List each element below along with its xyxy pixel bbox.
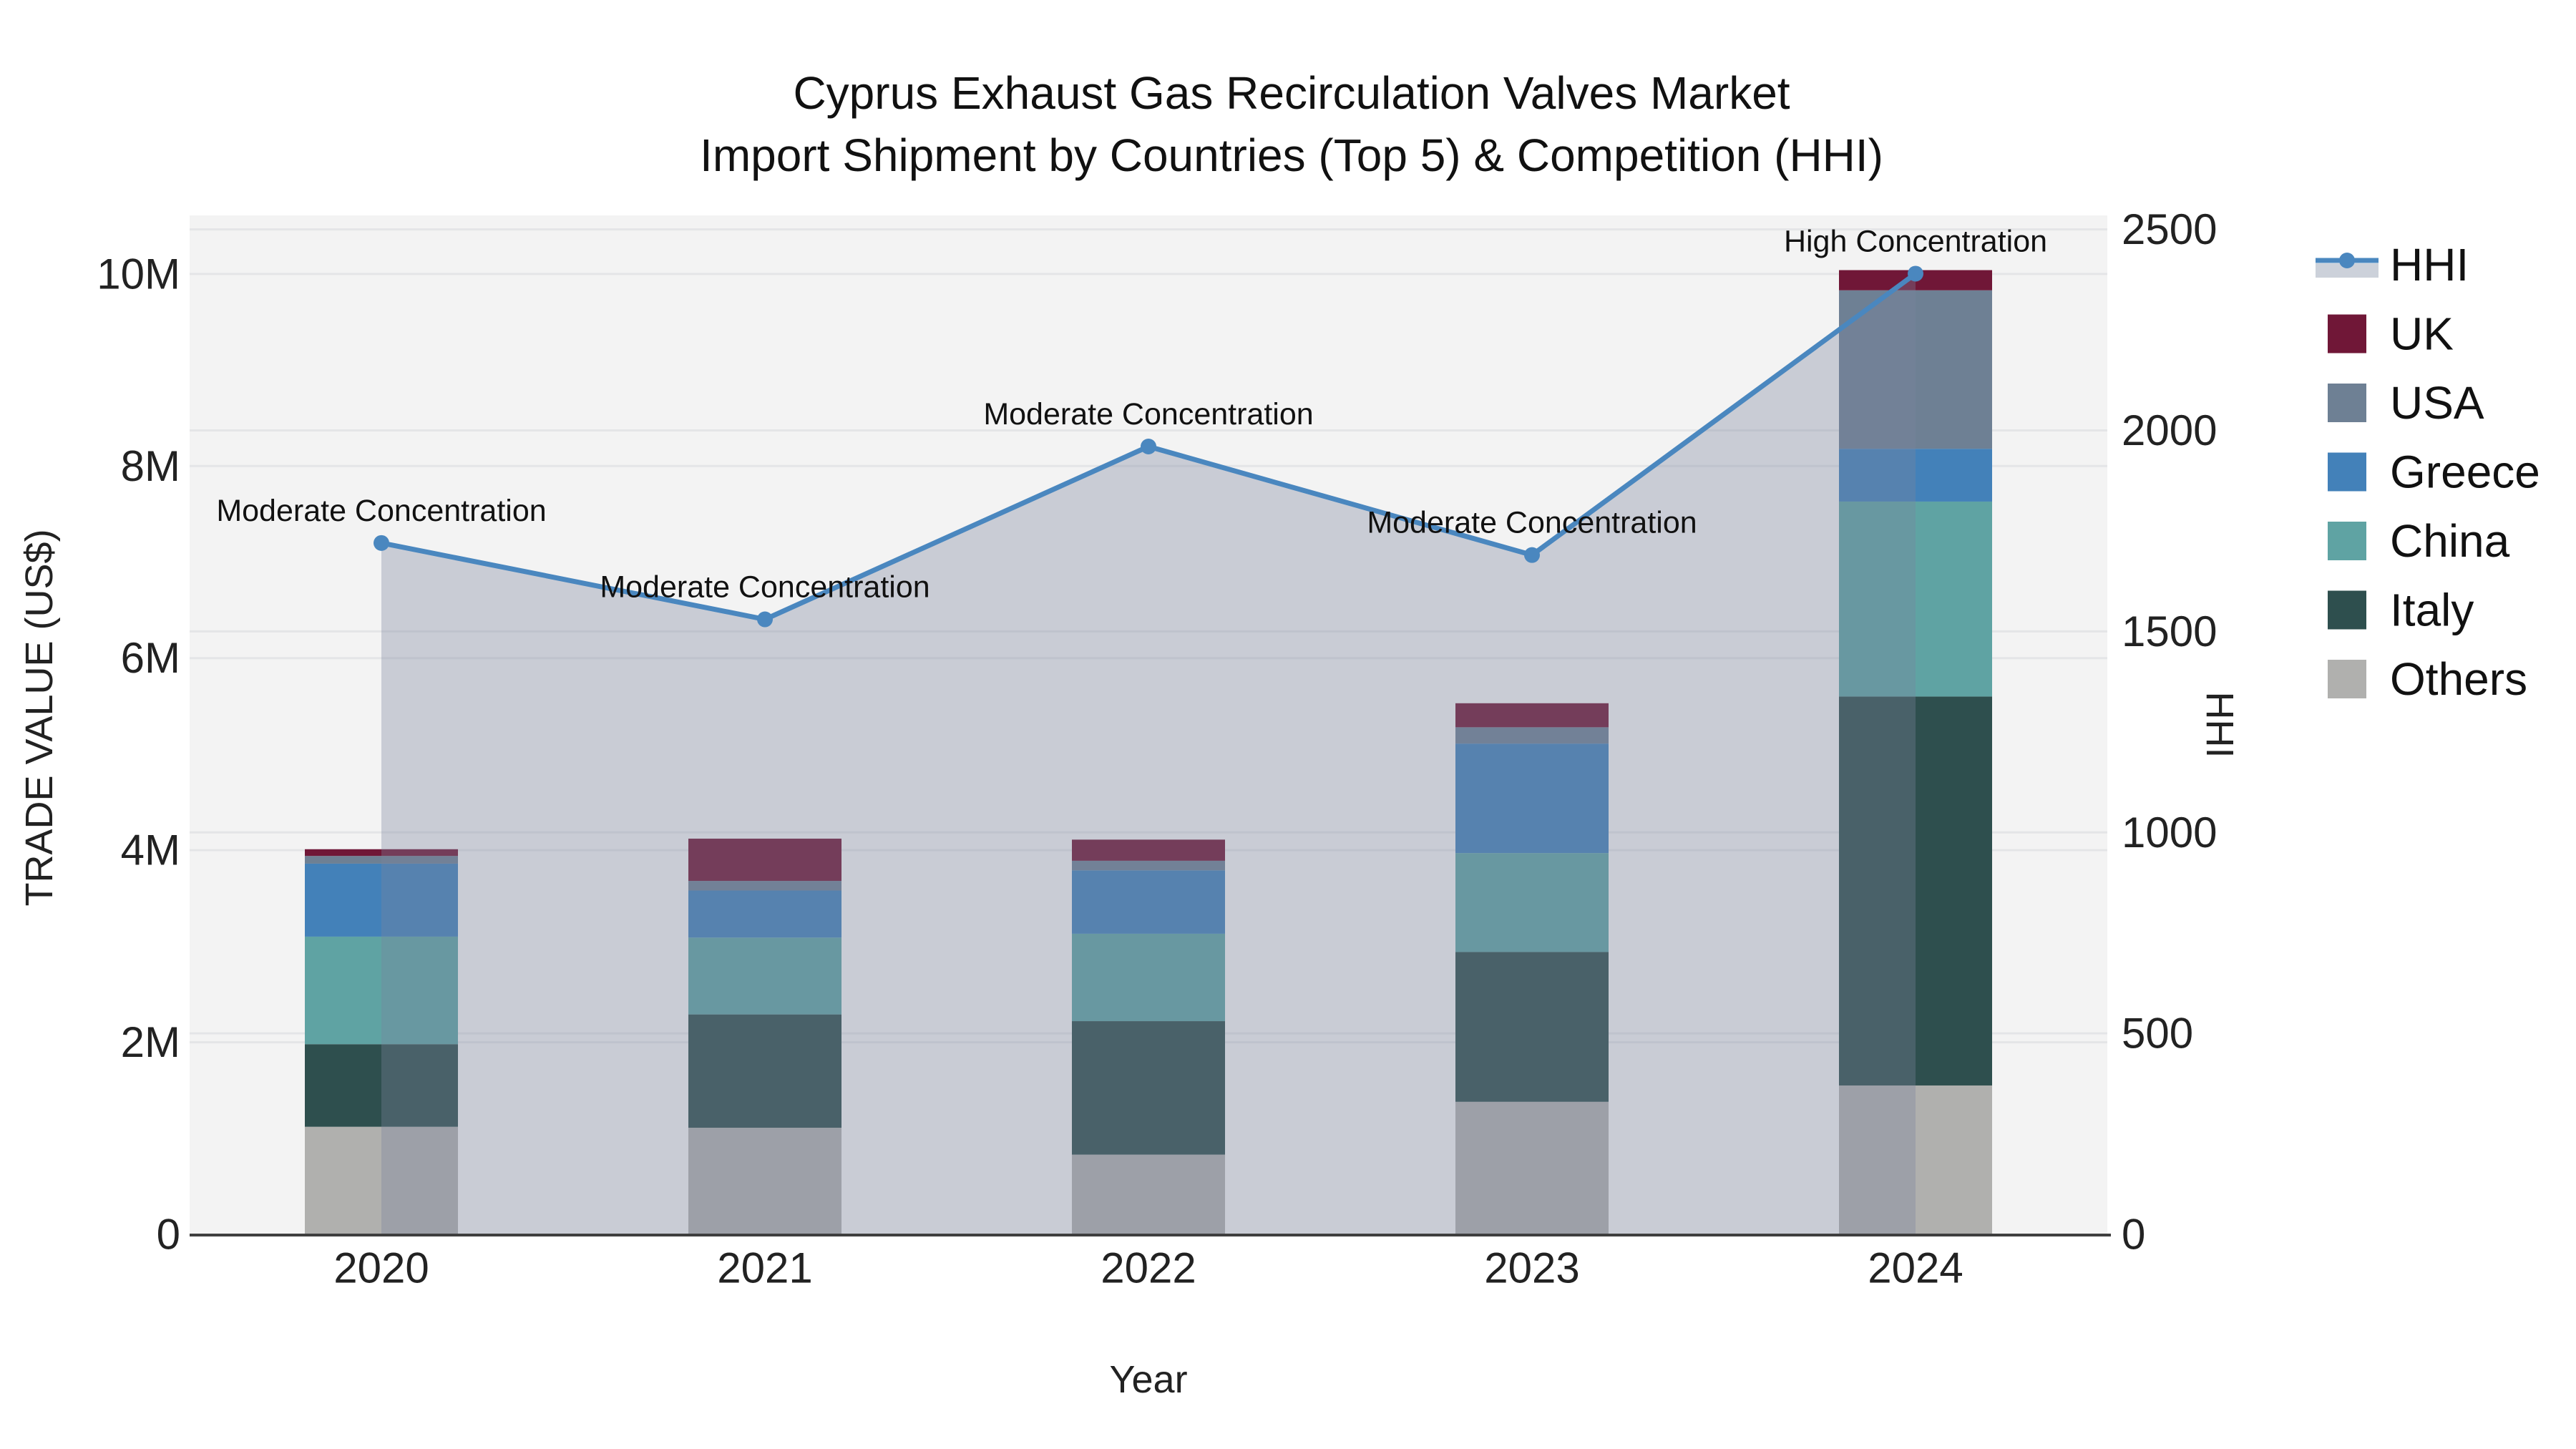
x-tick-2024: 2024 [1868, 1244, 1963, 1292]
legend-item-italy[interactable]: Italy [2328, 585, 2474, 636]
hhi-point-2024[interactable] [1908, 265, 1923, 282]
annotation-2024: High Concentration [1784, 224, 2047, 258]
legend-swatch-others [2328, 660, 2366, 698]
x-tick-2020: 2020 [333, 1244, 429, 1292]
legend-swatch-china [2328, 522, 2366, 560]
annotation-2020: Moderate Concentration [216, 494, 546, 528]
right-tick-1000: 1000 [2122, 809, 2217, 857]
bar-segment-2023-USA[interactable] [1455, 727, 1609, 744]
legend-item-uk[interactable]: UK [2328, 308, 2454, 360]
y-axis-title-left: TRADE VALUE (US$) [18, 529, 61, 906]
hhi-point-2021[interactable] [757, 611, 773, 628]
legend-item-greece[interactable]: Greece [2328, 447, 2540, 498]
right-tick-1500: 1500 [2122, 608, 2217, 655]
bar-segment-2023-Greece[interactable] [1455, 743, 1609, 854]
legend-area-swatch [2316, 263, 2379, 278]
bar-segment-2021-China[interactable] [688, 937, 841, 1015]
left-tick-8M: 8M [121, 442, 180, 490]
right-tick-500: 500 [2122, 1010, 2193, 1058]
legend-label-italy: Italy [2390, 585, 2474, 636]
bar-segment-2022-UK[interactable] [1072, 839, 1225, 861]
legend-item-usa[interactable]: USA [2328, 377, 2484, 429]
bar-segment-2024-USA[interactable] [1839, 290, 1992, 449]
bar-segment-2021-Greece[interactable] [688, 890, 841, 938]
annotation-2021: Moderate Concentration [600, 570, 930, 605]
bar-segment-2021-Italy[interactable] [688, 1014, 841, 1128]
legend-label-others: Others [2390, 653, 2527, 705]
bar-series [305, 270, 1992, 1234]
hhi-point-2023[interactable] [1524, 547, 1540, 563]
chart-title-line2: Import Shipment by Countries (Top 5) & C… [700, 130, 1883, 181]
left-tick-4M: 4M [121, 826, 180, 874]
left-tick-6M: 6M [121, 634, 180, 682]
x-axis-title: Year [1109, 1358, 1187, 1401]
hhi-markers [374, 265, 1923, 628]
bar-segment-2022-Greece[interactable] [1072, 870, 1225, 934]
legend-item-others[interactable]: Others [2328, 653, 2527, 705]
annotation-2023: Moderate Concentration [1367, 506, 1697, 540]
left-tick-2M: 2M [121, 1018, 180, 1066]
right-tick-2000: 2000 [2122, 406, 2217, 454]
legend-item-hhi[interactable]: HHI [2316, 239, 2469, 291]
bar-segment-2020-China[interactable] [305, 936, 458, 1045]
bar-segment-2023-Italy[interactable] [1455, 952, 1609, 1102]
left-tick-10M: 10M [97, 250, 180, 298]
legend-item-china[interactable]: China [2328, 515, 2510, 567]
chart-title-line1: Cyprus Exhaust Gas Recirculation Valves … [793, 67, 1790, 119]
hhi-point-2022[interactable] [1141, 438, 1156, 454]
legend-label-greece: Greece [2390, 447, 2540, 498]
bar-segment-2024-Greece[interactable] [1839, 449, 1992, 502]
bar-segment-2021-USA[interactable] [688, 881, 841, 891]
bar-segment-2021-Others[interactable] [688, 1128, 841, 1234]
legend-swatch-usa [2328, 384, 2366, 422]
x-tick-2022: 2022 [1101, 1244, 1196, 1292]
bar-segment-2020-USA[interactable] [305, 856, 458, 864]
legend-label-usa: USA [2390, 377, 2484, 429]
x-tick-labels: 2020 2021 2022 2023 2024 [333, 1244, 1963, 1292]
legend-label-hhi: HHI [2390, 239, 2469, 291]
right-tick-2500: 2500 [2122, 205, 2217, 253]
hhi-point-2020[interactable] [374, 535, 389, 551]
legend-hhi-marker-swatch [2339, 253, 2355, 268]
bar-segment-2022-Others[interactable] [1072, 1154, 1225, 1234]
right-tick-labels: 0 500 1000 1500 2000 2500 [2122, 205, 2217, 1258]
hhi-area-fill [381, 273, 1916, 1235]
annotation-2022: Moderate Concentration [983, 397, 1313, 431]
legend-swatch-uk [2328, 314, 2366, 353]
bar-segment-2021-UK[interactable] [688, 839, 841, 882]
left-tick-0: 0 [157, 1211, 180, 1259]
bar-segment-2024-Italy[interactable] [1839, 696, 1992, 1085]
bar-segment-2020-UK[interactable] [305, 849, 458, 857]
bar-segment-2023-Others[interactable] [1455, 1101, 1609, 1234]
bar-segment-2024-Others[interactable] [1839, 1085, 1992, 1234]
right-tick-0: 0 [2122, 1211, 2145, 1259]
legend-label-uk: UK [2390, 308, 2454, 360]
bar-segment-2022-China[interactable] [1072, 933, 1225, 1022]
bar-segment-2023-UK[interactable] [1455, 703, 1609, 728]
y-axis-title-right: HHI [2198, 692, 2241, 758]
bar-segment-2022-Italy[interactable] [1072, 1021, 1225, 1155]
bar-segment-2024-China[interactable] [1839, 501, 1992, 697]
left-tick-labels: 0 2M 4M 6M 8M 10M [97, 250, 180, 1258]
bar-segment-2020-Greece[interactable] [305, 863, 458, 937]
legend-label-china: China [2390, 515, 2510, 567]
bar-segment-2022-USA[interactable] [1072, 860, 1225, 871]
legend: HHI UK USA Greece China Italy Others [2316, 239, 2540, 705]
x-tick-2021: 2021 [717, 1244, 812, 1292]
bar-segment-2020-Italy[interactable] [305, 1044, 458, 1127]
x-tick-2023: 2023 [1484, 1244, 1579, 1292]
legend-swatch-greece [2328, 452, 2366, 492]
bar-segment-2023-China[interactable] [1455, 853, 1609, 952]
annotations: Moderate Concentration Moderate Concentra… [216, 224, 2047, 604]
bar-segment-2020-Others[interactable] [305, 1126, 458, 1234]
legend-swatch-italy [2328, 590, 2366, 630]
